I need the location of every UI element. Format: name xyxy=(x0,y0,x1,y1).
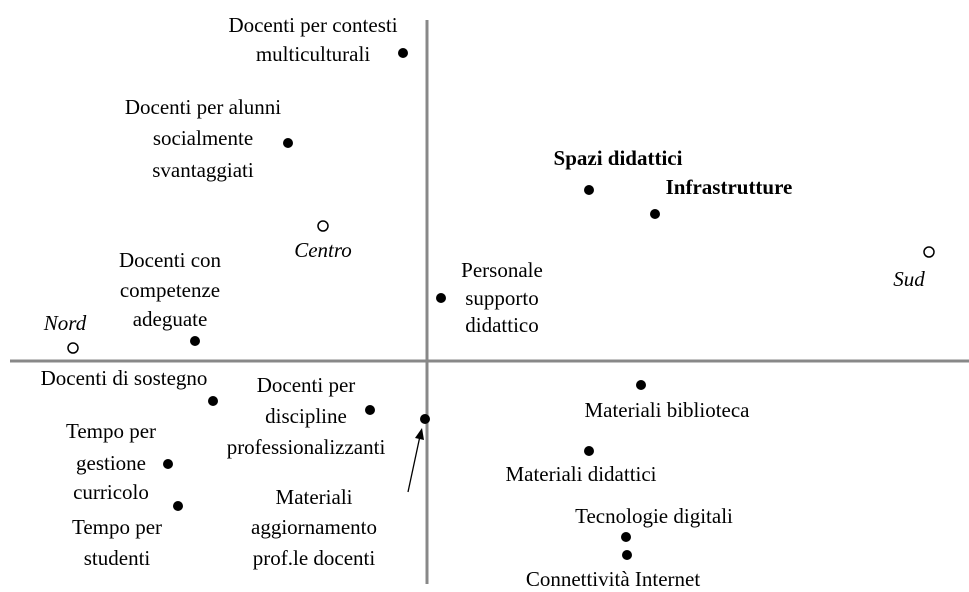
point xyxy=(173,501,183,511)
label: Materiali biblioteca xyxy=(584,398,750,422)
label: Docenti per xyxy=(257,373,356,397)
label: curricolo xyxy=(73,480,149,504)
area-label: Sud xyxy=(893,267,925,291)
label: Materiali xyxy=(276,485,353,509)
label: Docenti per contesti xyxy=(228,13,397,37)
area-point xyxy=(67,342,79,354)
point xyxy=(365,405,375,415)
label: supporto xyxy=(465,286,539,310)
label: Docenti con xyxy=(119,248,222,272)
area-label: Nord xyxy=(43,311,87,335)
point xyxy=(163,459,173,469)
arrow-head xyxy=(415,428,424,440)
point xyxy=(584,185,594,195)
area-label: Centro xyxy=(294,238,352,262)
label: multiculturali xyxy=(256,42,370,66)
point xyxy=(208,396,218,406)
label: gestione xyxy=(76,451,146,475)
point xyxy=(420,414,430,424)
point xyxy=(650,209,660,219)
label: socialmente xyxy=(153,126,253,150)
label: prof.le docenti xyxy=(253,546,376,570)
label: Tempo per xyxy=(66,419,156,443)
label: Docenti per alunni xyxy=(125,95,281,119)
label: Docenti di sostegno xyxy=(41,366,208,390)
label: studenti xyxy=(84,546,151,570)
label: aggiornamento xyxy=(251,515,377,539)
label: Tempo per xyxy=(72,515,162,539)
label: Infrastrutture xyxy=(666,175,793,199)
label: competenze xyxy=(120,278,220,302)
label: didattico xyxy=(465,313,538,337)
label: Tecnologie digitali xyxy=(575,504,733,528)
label: discipline xyxy=(265,404,347,428)
point xyxy=(636,380,646,390)
label: Connettività Internet xyxy=(526,567,701,591)
point xyxy=(398,48,408,58)
label: svantaggiati xyxy=(152,158,254,182)
label: adeguate xyxy=(133,307,208,331)
label: professionalizzanti xyxy=(227,435,386,459)
area-point xyxy=(923,246,935,258)
label: Materiali didattici xyxy=(505,462,656,486)
label: Personale xyxy=(461,258,543,282)
point xyxy=(584,446,594,456)
point xyxy=(436,293,446,303)
point xyxy=(622,550,632,560)
area-point xyxy=(317,220,329,232)
point xyxy=(621,532,631,542)
arrow xyxy=(407,435,421,493)
point xyxy=(283,138,293,148)
label: Spazi didattici xyxy=(554,146,683,170)
point xyxy=(190,336,200,346)
